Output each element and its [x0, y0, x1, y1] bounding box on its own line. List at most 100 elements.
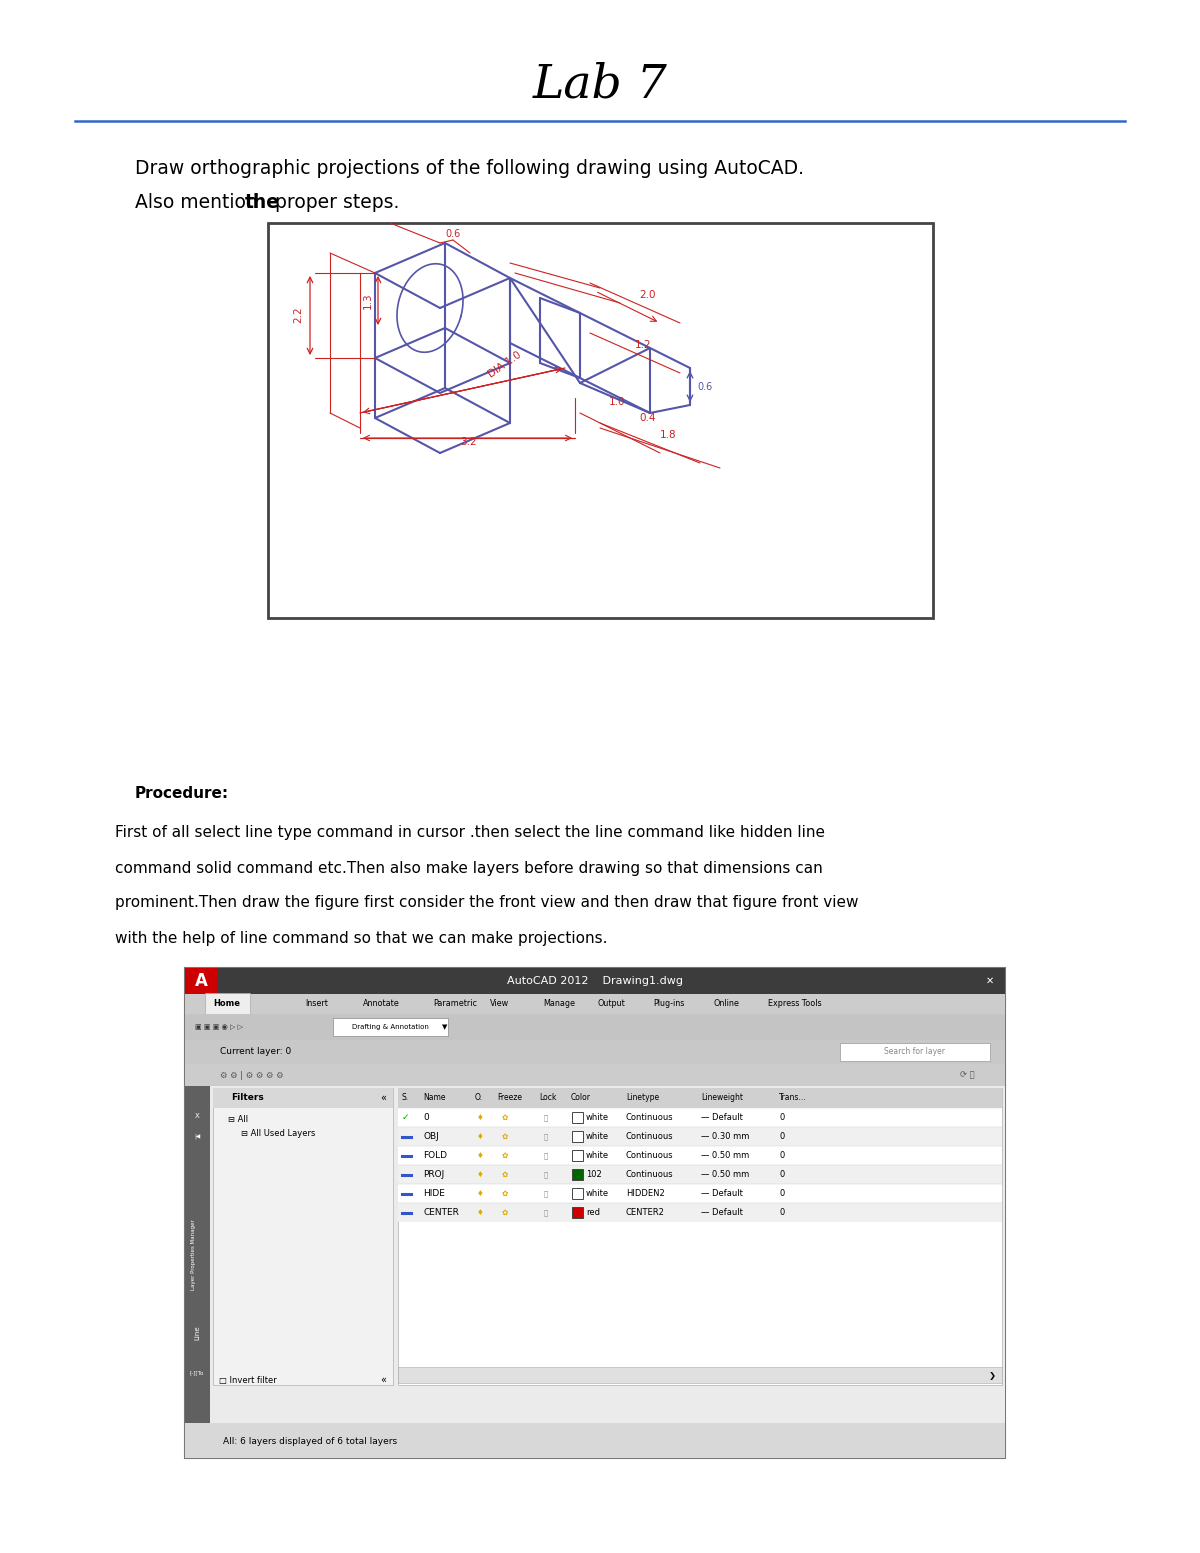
Text: 0.6: 0.6: [697, 382, 713, 391]
Text: O.: O.: [475, 1093, 482, 1103]
Text: ♦: ♦: [476, 1114, 484, 1121]
Text: 🔒: 🔒: [544, 1152, 548, 1159]
Text: ⚙ ⚙ | ⚙ ⚙ ⚙ ⚙: ⚙ ⚙ | ⚙ ⚙ ⚙ ⚙: [220, 1070, 283, 1079]
Text: — 0.50 mm: — 0.50 mm: [701, 1151, 749, 1160]
FancyBboxPatch shape: [398, 1127, 1002, 1146]
Text: ♦: ♦: [476, 1151, 484, 1160]
Text: — Default: — Default: [701, 1208, 743, 1218]
FancyBboxPatch shape: [398, 1367, 1002, 1384]
Text: white: white: [586, 1132, 610, 1141]
Text: Line: Line: [194, 1326, 200, 1340]
Text: 3.2: 3.2: [460, 436, 476, 447]
Text: white: white: [586, 1114, 610, 1121]
Text: 1.2: 1.2: [635, 340, 652, 349]
Text: View: View: [490, 1000, 509, 1008]
Text: ✿: ✿: [502, 1190, 508, 1197]
Text: Continuous: Continuous: [626, 1114, 673, 1121]
Text: |◀: |◀: [194, 1134, 200, 1138]
Text: 1.3: 1.3: [364, 292, 373, 309]
FancyBboxPatch shape: [398, 1146, 1002, 1165]
Text: FOLD: FOLD: [424, 1151, 446, 1160]
Text: 1.8: 1.8: [660, 430, 677, 439]
Text: ⟳ 🔧: ⟳ 🔧: [960, 1070, 974, 1079]
FancyBboxPatch shape: [185, 1423, 1006, 1458]
Text: white: white: [586, 1151, 610, 1160]
Text: 🔒: 🔒: [544, 1134, 548, 1140]
Text: the: the: [245, 194, 280, 213]
Text: All: 6 layers displayed of 6 total layers: All: 6 layers displayed of 6 total layer…: [223, 1437, 397, 1446]
Text: PROJ: PROJ: [424, 1169, 444, 1179]
Text: Linetype: Linetype: [626, 1093, 659, 1103]
Text: 0: 0: [779, 1132, 785, 1141]
Text: Continuous: Continuous: [626, 1132, 673, 1141]
Text: ♦: ♦: [476, 1190, 484, 1197]
FancyBboxPatch shape: [840, 1044, 990, 1061]
Text: Lock: Lock: [539, 1093, 557, 1103]
Text: 0: 0: [779, 1169, 785, 1179]
Text: AutoCAD 2012    Drawing1.dwg: AutoCAD 2012 Drawing1.dwg: [508, 975, 683, 986]
Text: Layer Properties Manager: Layer Properties Manager: [191, 1219, 196, 1291]
FancyBboxPatch shape: [205, 992, 250, 1016]
Text: «: «: [380, 1093, 386, 1103]
Text: — Default: — Default: [701, 1190, 743, 1197]
Text: — Default: — Default: [701, 1114, 743, 1121]
Text: with the help of line command so that we can make projections.: with the help of line command so that we…: [115, 930, 607, 946]
Text: ✿: ✿: [502, 1132, 508, 1141]
Text: ✕: ✕: [986, 975, 994, 986]
Text: ❯: ❯: [989, 1370, 996, 1379]
Text: 0: 0: [779, 1151, 785, 1160]
FancyBboxPatch shape: [334, 1019, 448, 1036]
Text: 🔒: 🔒: [544, 1171, 548, 1177]
FancyBboxPatch shape: [214, 1089, 394, 1107]
Text: Lab 7: Lab 7: [533, 62, 667, 107]
Text: HIDDEN2: HIDDEN2: [626, 1190, 665, 1197]
Text: white: white: [586, 1190, 610, 1197]
Text: ▼: ▼: [443, 1023, 448, 1030]
FancyBboxPatch shape: [185, 1014, 1006, 1041]
Text: Drafting & Annotation: Drafting & Annotation: [352, 1023, 428, 1030]
Text: 0: 0: [424, 1114, 428, 1121]
FancyBboxPatch shape: [572, 1151, 583, 1162]
Text: Home: Home: [214, 1000, 240, 1008]
FancyBboxPatch shape: [185, 1064, 1006, 1086]
Text: [-][To: [-][To: [190, 1370, 204, 1376]
Text: red: red: [586, 1208, 600, 1218]
Text: Trans...: Trans...: [779, 1093, 806, 1103]
FancyBboxPatch shape: [268, 224, 934, 618]
Text: 🔒: 🔒: [544, 1210, 548, 1216]
FancyBboxPatch shape: [185, 968, 217, 994]
Text: ✿: ✿: [502, 1208, 508, 1218]
Text: Name: Name: [424, 1093, 445, 1103]
Text: prominent.Then draw the figure first consider the front view and then draw that : prominent.Then draw the figure first con…: [115, 896, 858, 910]
Text: DIA 1.0: DIA 1.0: [487, 349, 523, 380]
Text: ✿: ✿: [502, 1114, 508, 1121]
Text: «: «: [380, 1374, 386, 1385]
FancyBboxPatch shape: [572, 1169, 583, 1180]
FancyBboxPatch shape: [185, 1086, 1006, 1423]
Text: A: A: [194, 972, 208, 989]
Text: Lineweight: Lineweight: [701, 1093, 743, 1103]
Text: □ Invert filter: □ Invert filter: [220, 1376, 277, 1385]
Text: — 0.50 mm: — 0.50 mm: [701, 1169, 749, 1179]
Text: 0: 0: [779, 1208, 785, 1218]
Text: ⊟ All Used Layers: ⊟ All Used Layers: [241, 1129, 316, 1138]
Text: Insert: Insert: [305, 1000, 328, 1008]
Text: 0.6: 0.6: [445, 228, 461, 239]
Text: ✓: ✓: [401, 1114, 409, 1121]
Text: OBJ: OBJ: [424, 1132, 439, 1141]
Text: X: X: [194, 1114, 199, 1120]
Text: 🔒: 🔒: [544, 1114, 548, 1121]
Text: S.: S.: [401, 1093, 408, 1103]
Text: ⊟ All: ⊟ All: [228, 1115, 248, 1124]
Text: Output: Output: [598, 1000, 625, 1008]
Text: Express Tools: Express Tools: [768, 1000, 822, 1008]
Text: Current layer: 0: Current layer: 0: [220, 1048, 292, 1056]
Text: 2.2: 2.2: [293, 306, 302, 323]
Text: Freeze: Freeze: [497, 1093, 522, 1103]
Text: ♦: ♦: [476, 1169, 484, 1179]
Text: Plug-ins: Plug-ins: [653, 1000, 684, 1008]
FancyBboxPatch shape: [398, 1089, 1002, 1107]
Text: Parametric: Parametric: [433, 1000, 478, 1008]
Text: 0.4: 0.4: [640, 413, 656, 422]
Text: — 0.30 mm: — 0.30 mm: [701, 1132, 749, 1141]
